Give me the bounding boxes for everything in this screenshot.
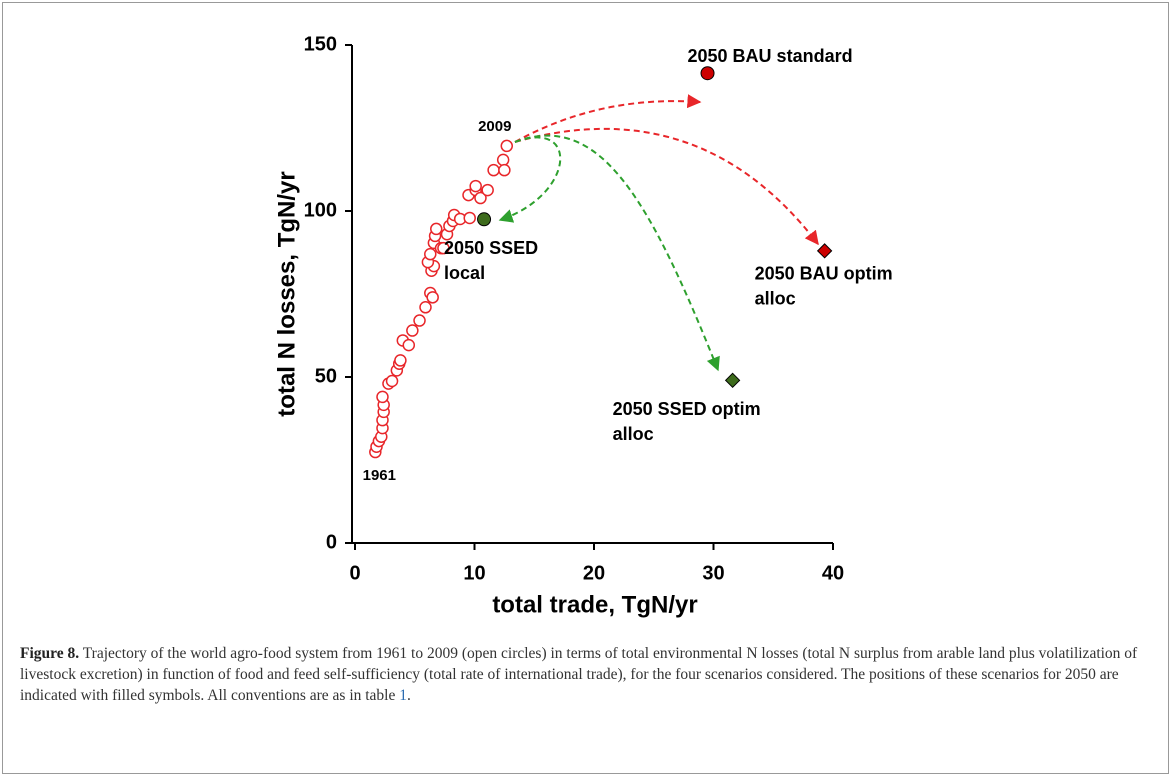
arrow: [514, 127, 819, 246]
caption-label: Figure 8.: [20, 645, 80, 662]
scenario-point: [724, 372, 741, 389]
arrow: [514, 94, 702, 143]
data-point: [430, 222, 443, 236]
data-point: [385, 374, 399, 388]
data-point: [376, 390, 389, 404]
data-point: [426, 291, 439, 304]
y-axis-label: total N losses, TgN/yr: [273, 171, 300, 416]
annotation: 2009: [478, 118, 511, 135]
data-point: [394, 354, 407, 367]
annotation: 1961: [363, 467, 396, 484]
scenario-label: alloc: [755, 289, 796, 309]
x-axis-label: total trade, TgN/yr: [492, 591, 697, 618]
x-tick-label: 0: [349, 562, 360, 584]
data-point: [496, 153, 510, 167]
x-tick-label: 10: [463, 562, 485, 584]
caption-end: .: [407, 687, 411, 704]
caption-text: Trajectory of the world agro-food system…: [20, 645, 1138, 704]
caption-ref[interactable]: 1: [399, 687, 407, 704]
scenario-label: 2050 BAU optim: [755, 264, 893, 284]
scenario-label: 2050 BAU standard: [688, 46, 853, 66]
data-point: [437, 241, 450, 255]
scenario-point: [477, 212, 492, 227]
data-point: [424, 247, 437, 261]
scenario-point: [700, 66, 715, 81]
scenario-label: alloc: [613, 424, 654, 444]
data-point: [469, 179, 482, 193]
x-tick-label: 40: [822, 562, 844, 584]
chart: total trade, TgN/yr total N losses, TgN/…: [273, 33, 893, 618]
data-point: [487, 163, 500, 177]
scenario-label: 2050 SSED optim: [613, 399, 761, 419]
data-point: [413, 314, 426, 327]
data-point: [406, 324, 419, 337]
y-tick-label: 150: [304, 33, 337, 55]
data-point: [402, 338, 416, 352]
scenario-label: local: [444, 263, 485, 283]
data-point: [481, 183, 494, 197]
x-tick-label: 30: [702, 562, 724, 584]
data-point: [463, 211, 476, 225]
data-point: [498, 163, 511, 177]
data-point: [419, 301, 432, 314]
scenario-point: [816, 243, 833, 259]
y-tick-label: 50: [315, 365, 337, 387]
scenario-label: 2050 SSED: [444, 238, 538, 258]
x-tick-label: 20: [583, 562, 605, 584]
caption: Figure 8. Trajectory of the world agro-f…: [20, 643, 1152, 706]
data-point: [474, 191, 487, 205]
arrow: [514, 134, 720, 372]
y-tick-label: 0: [326, 531, 337, 553]
y-tick-label: 100: [304, 199, 337, 221]
arrows: [498, 94, 819, 372]
data-point: [500, 139, 514, 153]
